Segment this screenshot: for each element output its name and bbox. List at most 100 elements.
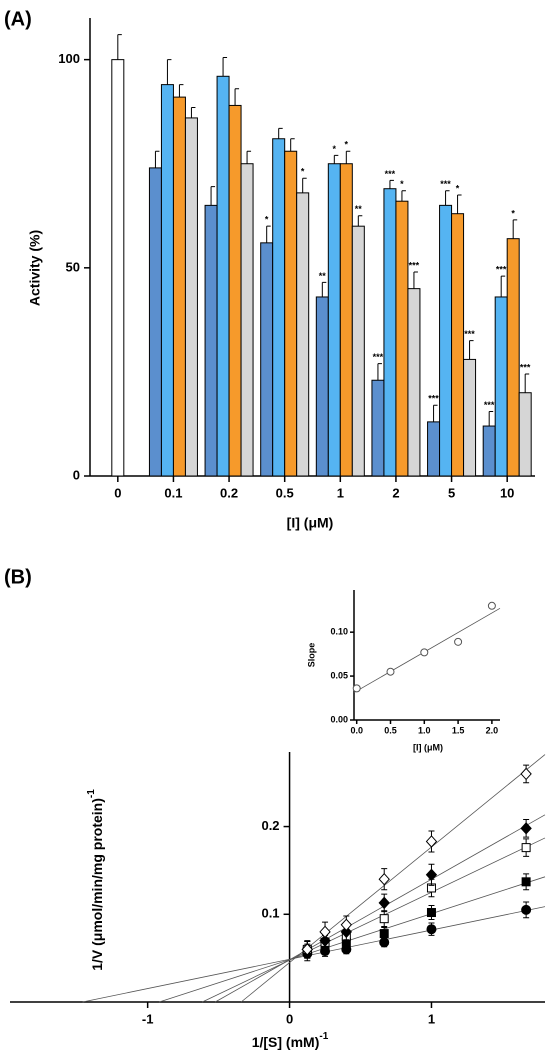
bar	[339, 163, 353, 477]
x-tick-label: 10	[500, 485, 514, 500]
data-point	[340, 918, 353, 932]
significance-label: ***	[409, 260, 420, 270]
y-tick-label: 0	[73, 467, 80, 482]
label-exponent: -1	[86, 789, 97, 798]
y-tick-label: 50	[66, 259, 80, 274]
error-bar	[512, 219, 518, 239]
error-bar	[234, 88, 240, 106]
bar	[383, 188, 397, 477]
bar	[494, 296, 508, 477]
fit-line	[202, 837, 546, 1003]
label-text: 1/V (μmol/min/mg protein)	[89, 798, 105, 971]
error-bar	[345, 150, 351, 164]
data-point	[487, 601, 496, 610]
significance-label: *	[345, 140, 349, 150]
label-text: 1/[S] (mM)	[252, 1034, 320, 1050]
bar	[204, 204, 218, 477]
x-tick-label: 1	[337, 485, 344, 500]
y-tick-label: 0.2	[261, 818, 279, 833]
y-tick-label: 0.1	[261, 906, 279, 921]
significance-label: ***	[373, 352, 384, 362]
error-bar	[500, 275, 506, 297]
y-tick-label: 0.10	[330, 627, 348, 637]
data-point	[521, 843, 531, 853]
significance-label: **	[355, 204, 363, 214]
significance-label: ***	[440, 179, 451, 189]
x-tick-label: -1	[142, 1011, 154, 1026]
data-point	[520, 822, 532, 835]
bar	[216, 75, 230, 477]
x-tick-label: 1.5	[452, 725, 465, 735]
bar	[482, 425, 496, 477]
significance-label: ***	[385, 169, 396, 179]
significance-label: *	[400, 179, 404, 189]
error-bar	[302, 177, 307, 193]
x-tick-label: 1	[428, 1011, 435, 1026]
fit-line	[159, 876, 546, 1003]
significance-label: *	[456, 183, 460, 193]
panel-label: (B)	[4, 566, 32, 588]
x-axis-label: [I] (μM)	[413, 742, 443, 752]
bar	[272, 138, 286, 477]
data-point	[386, 667, 395, 676]
error-bar	[190, 107, 196, 118]
data-point	[425, 868, 438, 882]
x-tick-label: 5	[448, 485, 455, 500]
error-bar	[222, 57, 228, 77]
significance-label: ***	[496, 265, 507, 275]
fit-line	[215, 814, 546, 1003]
bar	[315, 296, 329, 477]
data-point	[379, 929, 389, 939]
error-bar	[278, 127, 283, 139]
x-tick-label: 0	[286, 1011, 293, 1026]
data-point	[378, 872, 390, 886]
x-tick-label: 1.0	[418, 725, 431, 735]
significance-label: ***	[428, 394, 439, 404]
x-axis-label: [I] (μM)	[287, 515, 334, 531]
bar	[506, 238, 520, 477]
x-tick-label: 0.1	[164, 485, 182, 500]
bar	[240, 163, 254, 477]
error-bar	[117, 34, 122, 60]
fit-line	[82, 906, 546, 1003]
bar	[439, 204, 453, 477]
bar	[296, 192, 310, 477]
error-bar	[413, 271, 418, 289]
bar	[371, 379, 385, 477]
bar	[284, 150, 298, 477]
significance-label: *	[265, 215, 269, 225]
x-tick-label: 0.0	[350, 725, 363, 735]
error-bar	[488, 410, 494, 427]
x-axis-label: 1/[S] (mM)-1	[252, 1031, 329, 1050]
error-bar	[290, 138, 295, 152]
panel-label: (A)	[4, 8, 32, 30]
data-point	[420, 648, 429, 657]
error-bar	[524, 373, 530, 393]
significance-label: ***	[484, 400, 495, 410]
significance-label: *	[511, 208, 515, 218]
y-tick-label: 100	[58, 51, 80, 66]
bar	[228, 104, 242, 477]
x-tick-label: 0.5	[384, 725, 397, 735]
error-bar	[445, 190, 450, 206]
bar	[172, 96, 186, 477]
bar	[184, 117, 198, 477]
bar	[260, 242, 274, 477]
error-bar	[178, 84, 184, 98]
error-bar	[389, 179, 394, 189]
label-exponent: -1	[319, 1031, 328, 1042]
error-bar	[357, 215, 363, 227]
significance-label: ***	[464, 329, 475, 339]
y-axis-label: Slope	[306, 643, 316, 668]
x-tick-label: 2.0	[486, 725, 499, 735]
bar	[327, 163, 341, 477]
data-point	[425, 835, 438, 848]
fit-line	[240, 754, 546, 1003]
bar	[111, 59, 125, 477]
bar	[148, 167, 162, 477]
data-point	[426, 908, 436, 918]
data-point	[426, 924, 437, 935]
error-bar	[321, 281, 327, 297]
